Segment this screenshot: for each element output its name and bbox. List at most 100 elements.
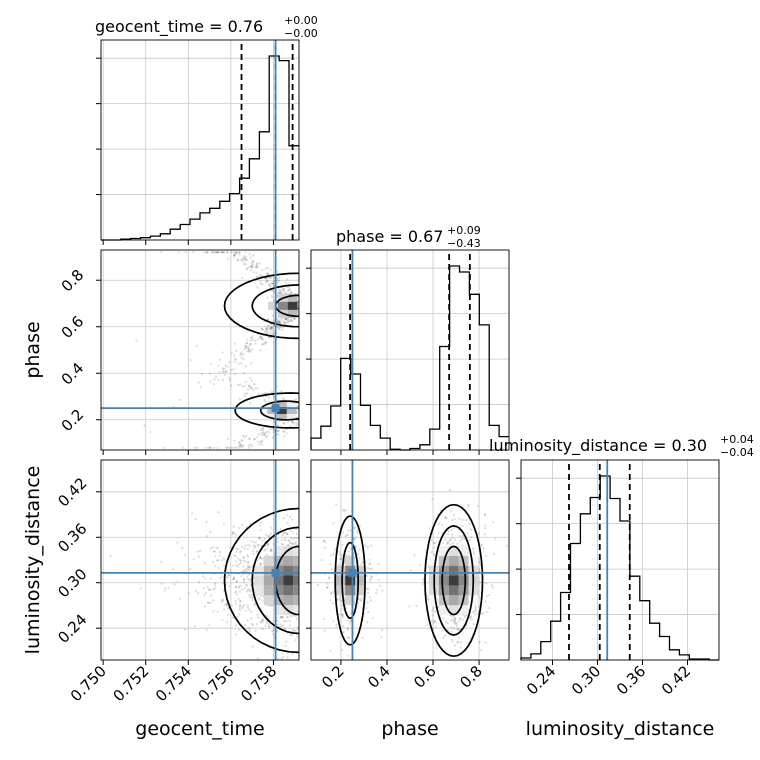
sample-point bbox=[329, 554, 332, 557]
sample-point bbox=[264, 400, 267, 403]
density-cell bbox=[277, 406, 287, 414]
sample-point bbox=[272, 633, 275, 636]
sample-point bbox=[450, 638, 454, 641]
sample-point bbox=[267, 324, 270, 327]
sample-point bbox=[216, 610, 219, 613]
sample-point bbox=[234, 602, 237, 605]
panel-distance-hist bbox=[521, 460, 719, 660]
sample-point bbox=[221, 370, 224, 373]
sample-point bbox=[284, 538, 287, 542]
sample-point bbox=[340, 649, 343, 652]
sample-point bbox=[250, 265, 253, 268]
sample-point bbox=[226, 365, 229, 368]
sample-point bbox=[370, 567, 373, 570]
sample-point bbox=[214, 555, 217, 558]
density-cell bbox=[287, 301, 298, 310]
sample-point bbox=[282, 422, 285, 425]
truth-marker bbox=[271, 404, 280, 413]
density-cell bbox=[448, 595, 459, 606]
sample-point bbox=[469, 538, 472, 541]
sample-point bbox=[242, 556, 245, 559]
y-tick-label-luminosity_distance: 0.42 bbox=[54, 474, 90, 510]
sample-point bbox=[204, 605, 207, 608]
sample-point bbox=[270, 549, 273, 552]
sample-point bbox=[192, 558, 195, 561]
sample-point bbox=[279, 615, 282, 619]
sample-point bbox=[293, 317, 296, 321]
sample-point bbox=[457, 619, 460, 623]
x-tick-label-phase: 0.6 bbox=[410, 662, 440, 692]
sample-point bbox=[257, 338, 260, 341]
sample-point bbox=[272, 429, 276, 432]
sample-point bbox=[232, 251, 235, 254]
sample-point bbox=[269, 276, 272, 279]
sample-point bbox=[215, 251, 218, 254]
sample-point bbox=[294, 542, 297, 545]
sample-point bbox=[246, 626, 250, 629]
sample-point bbox=[257, 266, 260, 269]
density-cell bbox=[254, 565, 264, 576]
sample-point bbox=[235, 252, 238, 255]
sample-point bbox=[139, 587, 142, 590]
sample-point bbox=[244, 255, 247, 258]
sample-point bbox=[233, 253, 236, 257]
x-tick-label-luminosity_distance: 0.30 bbox=[568, 662, 604, 698]
sample-point bbox=[279, 325, 282, 328]
sample-point bbox=[189, 568, 192, 571]
sample-point bbox=[344, 508, 347, 512]
sample-point bbox=[330, 568, 333, 571]
sample-point bbox=[248, 565, 251, 569]
sample-point bbox=[281, 543, 285, 546]
sample-point bbox=[204, 446, 208, 449]
sample-point bbox=[457, 636, 460, 639]
sample-point bbox=[272, 280, 275, 283]
sample-point bbox=[259, 335, 262, 339]
sample-point bbox=[209, 446, 212, 449]
sample-point bbox=[191, 512, 194, 515]
contour-level bbox=[251, 526, 299, 635]
sample-point bbox=[177, 251, 180, 254]
sample-point bbox=[474, 606, 477, 610]
sample-point bbox=[206, 251, 209, 254]
sample-point bbox=[449, 510, 452, 513]
sample-point bbox=[220, 251, 223, 254]
sample-point bbox=[339, 553, 342, 556]
sample-point bbox=[474, 613, 477, 616]
sample-point bbox=[368, 567, 371, 571]
sample-point bbox=[323, 539, 326, 542]
sample-point bbox=[252, 254, 255, 257]
panel-frame bbox=[100, 249, 300, 451]
sample-point bbox=[276, 277, 279, 280]
sample-point bbox=[233, 354, 236, 357]
sample-point bbox=[197, 381, 200, 384]
sample-point bbox=[208, 624, 211, 627]
density-cell bbox=[277, 301, 288, 310]
sample-point bbox=[358, 557, 361, 560]
sample-point bbox=[264, 433, 267, 436]
sample-point bbox=[472, 550, 475, 554]
sample-point bbox=[343, 509, 346, 513]
sample-point bbox=[176, 541, 179, 544]
sample-point bbox=[276, 270, 279, 273]
sample-point bbox=[338, 563, 341, 566]
sample-point bbox=[233, 439, 236, 442]
sample-point bbox=[290, 518, 294, 521]
sample-point bbox=[441, 629, 444, 632]
sample-point bbox=[463, 615, 466, 619]
sample-point bbox=[245, 345, 248, 348]
sample-point bbox=[259, 563, 262, 567]
sample-point bbox=[286, 320, 289, 323]
sample-point bbox=[290, 542, 293, 545]
sample-point bbox=[249, 343, 252, 346]
sample-point bbox=[246, 350, 249, 353]
contour-level bbox=[223, 507, 299, 654]
sample-point bbox=[446, 542, 449, 546]
sample-point bbox=[242, 256, 245, 260]
sample-point bbox=[346, 628, 349, 632]
sample-point bbox=[228, 585, 231, 588]
contour-level bbox=[341, 541, 360, 620]
sample-point bbox=[408, 605, 411, 608]
sample-point bbox=[248, 608, 251, 611]
sample-point bbox=[455, 625, 458, 628]
